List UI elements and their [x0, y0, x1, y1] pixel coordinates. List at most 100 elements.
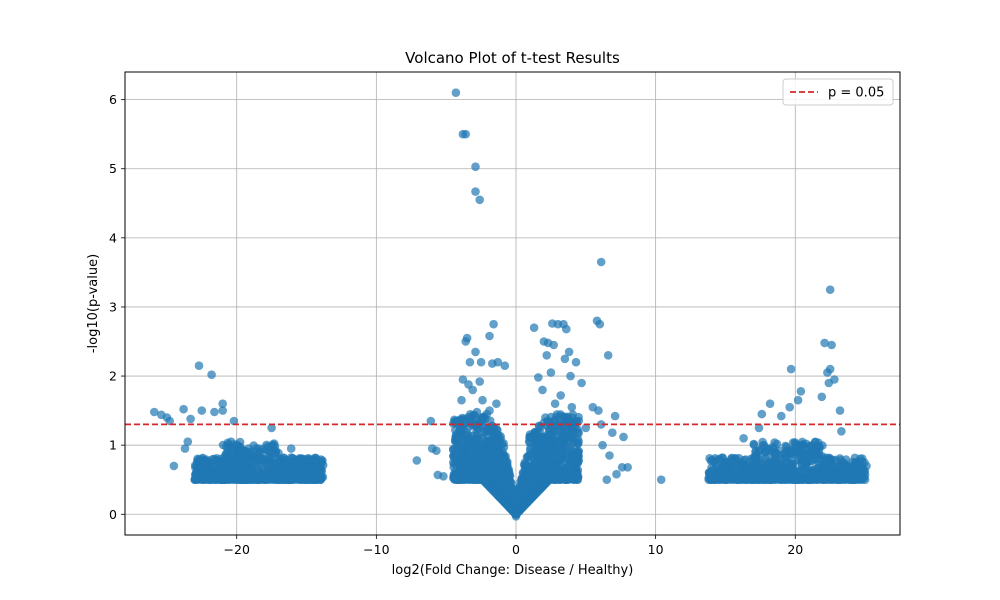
data-point: [207, 370, 216, 380]
data-point: [825, 285, 835, 295]
data-point: [449, 451, 458, 461]
data-point: [566, 371, 575, 381]
data-point: [746, 467, 756, 476]
data-point: [758, 441, 767, 450]
data-point: [562, 324, 571, 334]
data-point: [556, 391, 565, 400]
legend: p = 0.05: [782, 78, 894, 106]
data-point: [791, 439, 800, 449]
data-point: [739, 434, 748, 443]
data-point: [502, 470, 512, 480]
data-point: [479, 476, 488, 485]
data-point: [711, 457, 720, 467]
data-point: [463, 435, 473, 444]
data-point: [548, 319, 557, 328]
data-point: [542, 351, 551, 360]
data-point: [288, 475, 297, 485]
data-point: [314, 466, 324, 476]
data-point: [554, 443, 563, 453]
data-point: [248, 466, 258, 476]
data-point: [548, 458, 558, 467]
data-point: [761, 447, 770, 457]
data-point: [218, 399, 227, 409]
data-point: [451, 416, 461, 426]
data-point: [840, 459, 849, 468]
data-point: [837, 427, 846, 436]
data-point: [757, 409, 767, 419]
x-axis-label: log2(Fold Change: Disease / Healthy): [392, 563, 634, 578]
data-point: [471, 347, 480, 357]
data-point: [518, 488, 527, 497]
data-point: [804, 475, 814, 485]
data-point: [267, 423, 276, 433]
data-point: [265, 465, 275, 475]
chart-title: Volcano Plot of t-test Results: [405, 49, 620, 67]
data-point: [733, 457, 742, 467]
data-point: [813, 442, 822, 451]
data-point: [536, 469, 546, 478]
data-point: [459, 475, 469, 485]
data-point: [845, 467, 854, 476]
data-point: [489, 319, 498, 329]
data-point: [777, 411, 786, 421]
data-point: [439, 472, 448, 481]
data-point: [817, 392, 827, 402]
data-point: [461, 337, 471, 346]
data-point: [504, 486, 514, 495]
data-point: [796, 387, 806, 396]
data-point: [763, 475, 772, 485]
data-point: [246, 475, 255, 485]
data-point: [832, 475, 842, 485]
data-point: [227, 444, 237, 454]
data-point: [286, 444, 296, 453]
data-point: [529, 323, 539, 333]
data-point: [781, 448, 791, 458]
data-point: [782, 459, 791, 468]
legend-box: [782, 78, 894, 106]
data-point: [552, 431, 561, 441]
data-point: [793, 395, 803, 405]
data-point: [194, 361, 204, 371]
data-point: [462, 460, 472, 470]
data-point: [525, 432, 534, 442]
data-point: [264, 453, 274, 463]
data-point: [785, 402, 794, 412]
data-point: [809, 454, 819, 464]
data-point: [517, 476, 527, 486]
data-point: [605, 451, 614, 460]
data-point: [218, 475, 227, 485]
data-point: [475, 195, 485, 205]
data-point: [762, 463, 771, 472]
data-point: [818, 475, 828, 485]
data-point: [494, 449, 503, 459]
x-tick-label: −10: [363, 542, 389, 557]
data-point: [602, 475, 612, 485]
data-point: [190, 475, 200, 485]
data-point: [299, 456, 309, 466]
data-point: [471, 187, 480, 196]
data-point: [248, 452, 257, 461]
data-point: [478, 395, 487, 405]
data-point: [255, 453, 265, 462]
data-point: [594, 406, 603, 415]
data-point: [535, 421, 544, 431]
data-point: [209, 454, 219, 464]
data-point: [471, 162, 480, 171]
data-point: [461, 129, 471, 139]
data-point: [573, 425, 582, 434]
y-tick-label: 2: [109, 369, 117, 384]
data-point: [285, 464, 295, 474]
data-point: [786, 364, 796, 374]
data-point: [260, 475, 269, 485]
data-point: [541, 413, 550, 422]
data-point: [538, 385, 547, 395]
data-point: [571, 357, 581, 367]
data-point: [469, 448, 478, 458]
data-point: [471, 420, 480, 430]
data-point: [749, 475, 758, 485]
data-point: [180, 444, 190, 453]
data-point: [567, 402, 577, 412]
data-point: [530, 456, 540, 466]
data-point: [302, 475, 311, 485]
data-point: [476, 357, 486, 367]
